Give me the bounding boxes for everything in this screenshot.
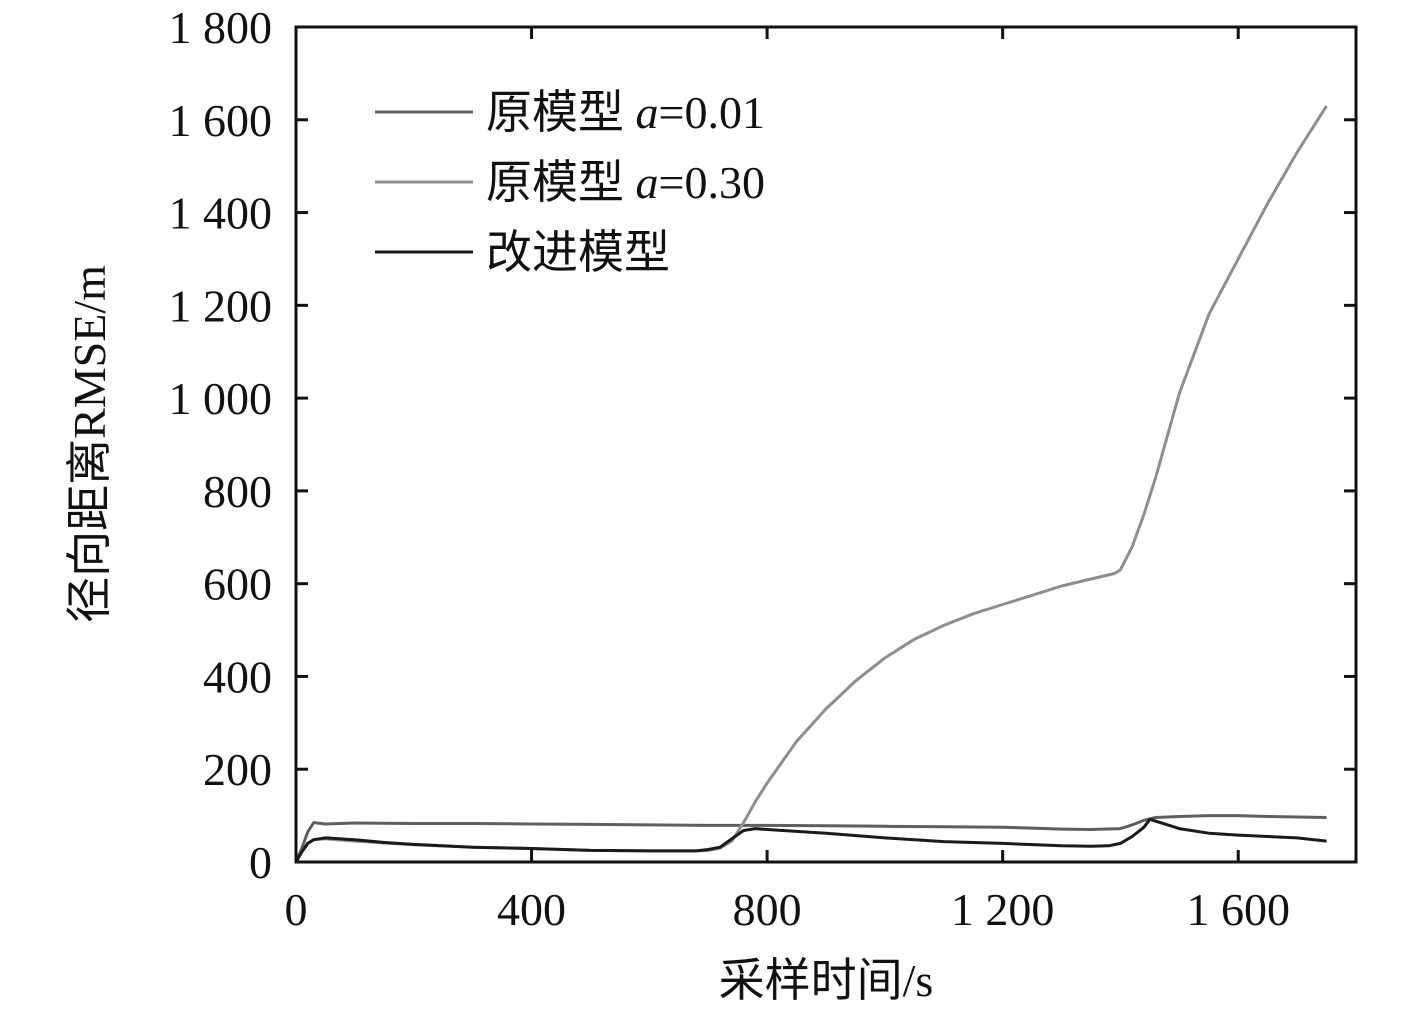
y-axis-title: 径向距离RMSE/m: [64, 265, 115, 623]
y-tick-label: 1 600: [169, 95, 273, 146]
x-tick-label: 0: [285, 884, 308, 935]
y-tick-label: 800: [203, 466, 272, 517]
series-line-3: [294, 817, 1327, 863]
y-tick-label: 1 400: [169, 188, 273, 239]
y-tick-label: 1 800: [169, 2, 273, 53]
y-tick-label: 0: [249, 837, 272, 888]
x-tick-label: 800: [733, 884, 802, 935]
x-tick-label: 1 600: [1186, 884, 1290, 935]
legend-label-1: 原模型 a=0.01: [486, 87, 765, 138]
plot-frame: [294, 25, 1358, 864]
y-axis: 0 200 400 600 800 1 000 1 200 1 400 1 600 1 800: [169, 2, 1356, 888]
legend-label-3: 改进模型: [486, 227, 670, 278]
x-tick-label: 1 200: [951, 884, 1055, 935]
y-tick-label: 600: [203, 559, 272, 610]
x-tick-label: 400: [497, 884, 566, 935]
y-tick-label: 200: [203, 744, 272, 795]
y-tick-label: 1 000: [169, 373, 273, 424]
x-axis: 0 400 800 1 200 1 600: [285, 27, 1290, 935]
legend: 原模型 a=0.01 原模型 a=0.30 改进模型: [375, 87, 765, 278]
y-tick-label: 400: [203, 651, 272, 702]
x-axis-title: 采样时间/s: [719, 955, 934, 1006]
legend-label-2: 原模型 a=0.30: [486, 157, 765, 208]
series-layer: [294, 105, 1328, 863]
y-tick-label: 1 200: [169, 280, 273, 331]
series-line-1: [294, 814, 1327, 863]
